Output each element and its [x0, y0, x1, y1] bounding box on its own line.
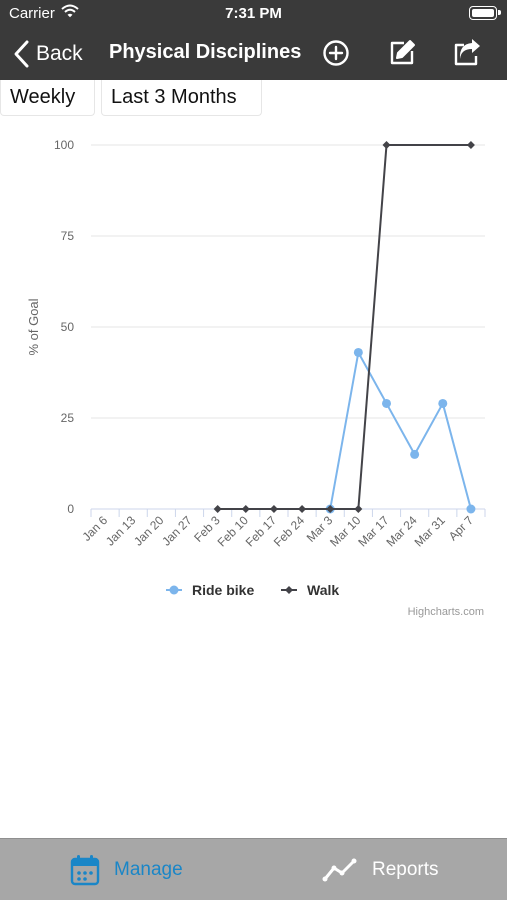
calendar-icon [70, 855, 100, 886]
data-point [354, 505, 363, 513]
data-point [241, 505, 250, 513]
data-point [382, 398, 391, 408]
carrier-label: Carrier [9, 5, 55, 22]
x-tick-label: Mar 10 [327, 513, 364, 550]
x-tick-label: Mar 31 [412, 513, 449, 550]
y-tick-label: 50 [61, 320, 75, 334]
page-title: Physical Disciplines [109, 41, 302, 63]
period-selector[interactable]: Weekly [0, 80, 95, 116]
data-point [213, 505, 222, 513]
legend-item-label[interactable]: Walk [307, 582, 339, 598]
range-selector[interactable]: Last 3 Months [101, 80, 262, 116]
x-tick-label: Jan 13 [103, 513, 139, 549]
x-tick-label: Feb 10 [215, 513, 252, 550]
y-tick-label: 75 [61, 229, 75, 243]
tab-manage[interactable]: Manage [70, 839, 183, 901]
x-tick-label: Mar 17 [355, 513, 392, 550]
tab-bar: Manage Reports [0, 838, 507, 900]
data-point [466, 504, 476, 514]
data-point [269, 505, 278, 513]
edit-icon[interactable] [387, 38, 417, 68]
back-label: Back [36, 42, 83, 65]
status-time: 7:31 PM [225, 5, 282, 22]
chart-credits[interactable]: Highcharts.com [408, 606, 484, 618]
line-chart-icon [322, 858, 357, 882]
y-tick-label: 25 [61, 411, 75, 425]
series-line [329, 351, 472, 510]
x-tick-label: Apr 7 [446, 513, 476, 543]
navigation-bar: Back Physical Disciplines [0, 28, 507, 80]
share-icon[interactable] [452, 38, 482, 68]
x-tick-label: Jan 20 [131, 513, 167, 549]
battery-icon [469, 6, 501, 20]
legend: Ride bike Walk [166, 582, 339, 598]
tab-manage-label: Manage [114, 859, 183, 880]
data-point [438, 398, 448, 408]
series-line [217, 144, 471, 510]
tab-reports[interactable]: Reports [322, 839, 439, 901]
status-bar: Carrier 7:31 PM [0, 0, 507, 28]
data-point [326, 505, 335, 513]
legend-item-label[interactable]: Ride bike [192, 582, 254, 598]
filter-row: Weekly Last 3 Months [0, 80, 507, 116]
chevron-left-icon [14, 40, 29, 68]
wifi-icon [61, 4, 79, 22]
x-tick-label: Feb 17 [243, 513, 280, 550]
x-tick-label: Jan 27 [159, 513, 195, 549]
series [213, 141, 476, 514]
legend-symbol [285, 586, 293, 594]
data-point [353, 347, 363, 357]
legend-symbol [169, 585, 179, 595]
add-icon[interactable] [321, 38, 351, 68]
x-tick-label: Feb 24 [271, 513, 308, 550]
data-point [298, 505, 307, 513]
grid-lines [91, 144, 485, 510]
y-axis-label: % of Goal [26, 298, 41, 355]
y-tick-label: 100 [54, 138, 74, 152]
back-button[interactable]: Back [12, 38, 83, 70]
data-point [410, 449, 420, 459]
y-tick-label: 0 [67, 502, 74, 516]
data-point [382, 141, 391, 149]
tab-reports-label: Reports [372, 859, 439, 880]
x-tick-label: Mar 24 [383, 513, 420, 550]
data-point [466, 141, 475, 149]
